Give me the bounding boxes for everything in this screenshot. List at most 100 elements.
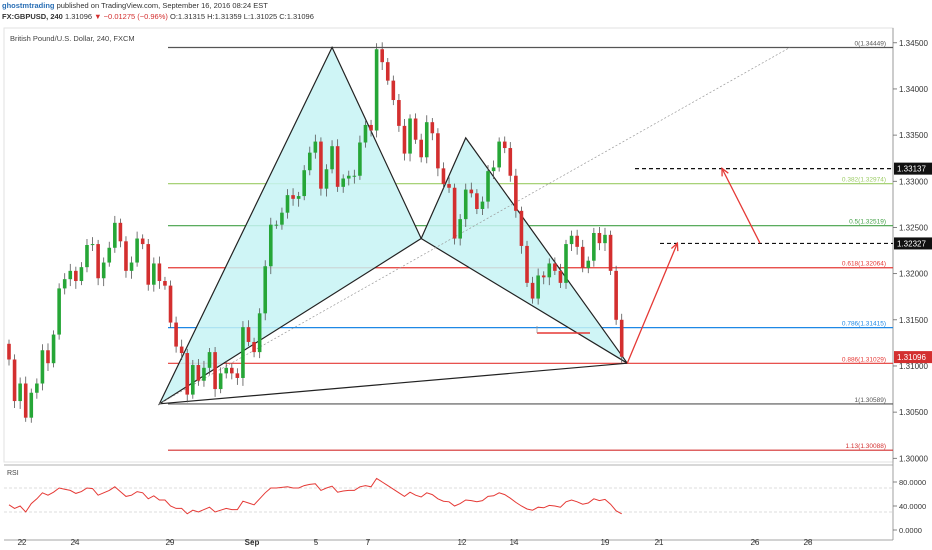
candle-body (23, 383, 28, 418)
candle-body (252, 341, 256, 353)
trend-dotted-line (159, 47, 791, 405)
candle-body (29, 392, 34, 418)
candle-body (491, 167, 496, 172)
y-tick-label: 1.33500 (899, 131, 928, 140)
candle-body (469, 189, 474, 194)
candle-body (363, 124, 368, 143)
y-tick-label: 1.30000 (899, 454, 928, 463)
candle-body (480, 201, 485, 209)
price-tag-box (894, 162, 932, 175)
candle-body (7, 343, 11, 360)
x-tick-label: 7 (366, 538, 371, 547)
candle-body (246, 327, 251, 342)
candle-body (174, 322, 178, 347)
candle-body (519, 210, 524, 246)
candle-body (113, 222, 117, 248)
candle-body (191, 365, 195, 395)
candle-body (385, 62, 390, 81)
x-tick-label: Sep (245, 538, 260, 547)
candle-body (408, 118, 412, 154)
candle-body (296, 196, 301, 199)
x-tick-label: 22 (18, 538, 27, 547)
quote-line: FX:GBPUSD, 240 1.31096 ▼ −0.01275 (−0.96… (2, 11, 314, 22)
x-tick-label: 28 (804, 538, 813, 547)
candle-body (85, 245, 89, 268)
candle-body (274, 224, 279, 226)
projection-arrow-2 (721, 168, 761, 244)
x-tick-label: 19 (601, 538, 610, 547)
pattern-leg-xab (157, 45, 422, 406)
publish-line: ghostmtrading published on TradingView.c… (2, 0, 314, 11)
projection-arrow-1 (626, 242, 678, 364)
last-price: 1.31096 (64, 12, 93, 21)
candle-body (140, 238, 145, 245)
candle-body (530, 282, 535, 299)
y-tick-label: 1.33000 (899, 177, 928, 186)
candle-body (536, 275, 540, 299)
chart-title: British Pound/U.S. Dollar, 240, FXCM (10, 34, 135, 43)
x-tick-label: 5 (314, 538, 319, 547)
candle-body (553, 263, 557, 271)
candle-body (525, 245, 529, 283)
projection-arrow-1-head (670, 241, 679, 252)
fib-level-label: 0.382(1.32974) (842, 177, 886, 184)
y-tick-label: 1.30500 (899, 408, 928, 417)
candle-body (40, 350, 45, 384)
candle-body (168, 285, 173, 323)
candle-body (580, 246, 585, 269)
candle-body (319, 141, 323, 189)
candle-body (447, 184, 451, 188)
candle-body (146, 244, 151, 285)
candle-body (608, 234, 613, 271)
candle-body (569, 235, 574, 245)
candle-body (441, 168, 446, 185)
x-tick-label: 14 (510, 538, 519, 547)
candle-body (207, 352, 212, 368)
x-tick-label: 12 (458, 538, 467, 547)
candle-body (413, 118, 418, 140)
candle-body (280, 212, 284, 225)
rsi-line (8, 477, 622, 515)
candle-body (374, 49, 379, 131)
candle-body (541, 275, 546, 278)
x-tick-label: 21 (655, 538, 664, 547)
candle-body (79, 267, 84, 282)
candle-body (497, 141, 501, 168)
fib-level-label: 0.886(1.31029) (842, 356, 886, 363)
candle-body (586, 260, 591, 269)
y-tick-label: 1.32500 (899, 223, 928, 232)
price-tag-label: 1.33137 (897, 165, 926, 174)
candle-body (547, 263, 552, 278)
candle-body (508, 148, 513, 176)
candle-body (592, 232, 596, 261)
candle-body (597, 232, 602, 244)
candle-body (391, 80, 396, 101)
candle-body (224, 367, 229, 374)
candle-body (268, 224, 273, 267)
y-tick-label: 1.34000 (899, 85, 928, 94)
candle-body (475, 193, 479, 209)
rsi-tick-label: 40.0000 (899, 502, 926, 511)
candle-body (341, 178, 345, 187)
candle-body (575, 235, 579, 247)
candle-body (185, 353, 190, 395)
y-tick-label: 1.31000 (899, 362, 928, 371)
candle-body (436, 133, 440, 169)
y-tick-label: 1.31500 (899, 316, 928, 325)
author-link[interactable]: ghostmtrading (2, 1, 55, 10)
candle-body (424, 122, 429, 158)
candle-body (74, 270, 78, 282)
candle-body (124, 241, 128, 271)
candle-body (157, 263, 162, 282)
candle-body (313, 141, 318, 153)
ohlc-values: O:1.31315 H:1.31359 L:1.31025 C:1.31096 (170, 12, 314, 21)
candle-body (285, 195, 290, 213)
header: ghostmtrading published on TradingView.c… (2, 0, 314, 26)
candle-body (514, 175, 518, 211)
candle-body (335, 146, 340, 187)
fib-level-label: 0.618(1.32064) (842, 261, 886, 268)
candle-body (458, 219, 462, 239)
candle-body (235, 373, 240, 378)
candle-body (419, 139, 423, 158)
